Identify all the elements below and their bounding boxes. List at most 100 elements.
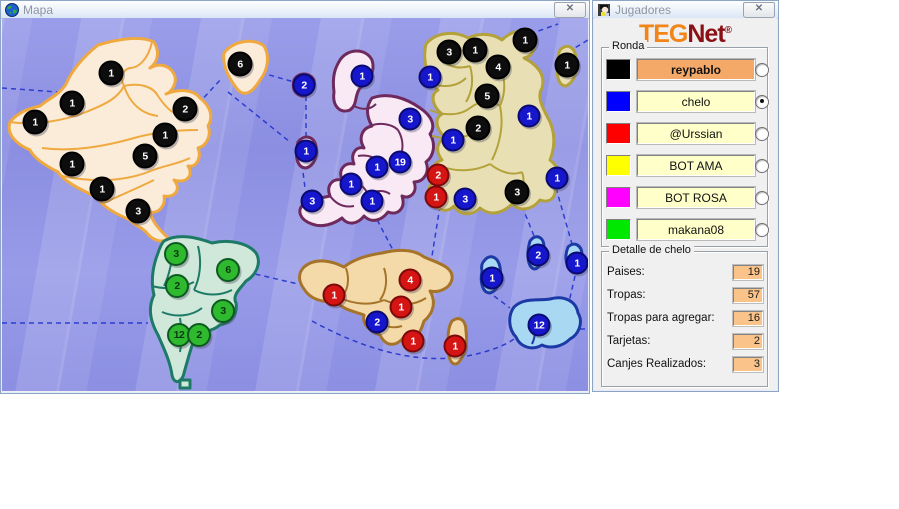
army-count-marker[interactable]: 3: [453, 187, 477, 211]
player-name-field: reypablo: [636, 58, 756, 81]
army-count-marker[interactable]: 2: [172, 96, 198, 122]
army-count-marker[interactable]: 1: [294, 139, 318, 163]
close-icon[interactable]: ✕: [743, 1, 775, 18]
army-count-marker[interactable]: 1: [401, 329, 425, 353]
player-color-swatch: [606, 155, 631, 176]
stat-label: Canjes Realizados:: [607, 358, 707, 370]
tegnet-logo: TEGNet®: [594, 20, 777, 49]
map-window-title: Mapa: [23, 2, 54, 17]
army-count-marker[interactable]: 1: [462, 37, 488, 63]
stat-value: 16: [732, 309, 764, 327]
player-name-field: BOT AMA: [636, 154, 756, 177]
army-count-marker[interactable]: 2: [365, 310, 389, 334]
army-count-marker[interactable]: 3: [398, 107, 422, 131]
army-count-marker[interactable]: 4: [485, 54, 511, 80]
army-count-marker[interactable]: 3: [164, 242, 188, 266]
army-count-marker[interactable]: 2: [465, 115, 491, 141]
player-radio[interactable]: [755, 62, 769, 77]
army-count-marker[interactable]: 1: [322, 283, 346, 307]
army-count-marker[interactable]: 1: [418, 65, 442, 89]
army-count-marker[interactable]: 1: [152, 122, 178, 148]
army-count-marker[interactable]: 2: [526, 243, 550, 267]
army-count-marker[interactable]: 1: [545, 166, 569, 190]
player-name-field: makana08: [636, 218, 756, 241]
stat-row: Tropas para agregar: 16: [607, 309, 764, 327]
stat-row: Paises: 19: [607, 263, 764, 281]
player-row: @Urssian: [606, 122, 769, 145]
army-count-marker[interactable]: 19: [388, 150, 412, 174]
army-count-marker[interactable]: 1: [365, 155, 389, 179]
player-radio[interactable]: [755, 94, 769, 109]
army-count-marker[interactable]: 1: [22, 109, 48, 135]
stat-row: Tarjetas: 2: [607, 332, 764, 350]
stat-value: 57: [732, 286, 764, 304]
army-count-marker[interactable]: 1: [512, 27, 538, 53]
globe-icon: [5, 2, 19, 17]
army-count-marker[interactable]: 1: [565, 251, 588, 275]
players-window-title: Jugadores: [615, 2, 672, 17]
stat-label: Tropas:: [607, 289, 646, 301]
ronda-groupbox: Ronda reypablo chelo @Urssian BOT AMA: [601, 40, 769, 247]
army-count-marker[interactable]: 6: [216, 258, 240, 282]
army-count-marker[interactable]: 1: [59, 151, 85, 177]
army-count-marker[interactable]: 12: [527, 313, 551, 337]
logo-net: Net: [687, 20, 725, 48]
army-count-marker[interactable]: 2: [292, 73, 316, 97]
army-count-marker[interactable]: 4: [398, 268, 422, 292]
player-row: reypablo: [606, 58, 769, 81]
army-count-marker[interactable]: 5: [474, 83, 500, 109]
army-count-marker[interactable]: 1: [424, 185, 448, 209]
players-window: Jugadores ✕ TEGNet® Ronda reypablo chelo…: [592, 0, 779, 392]
army-count-marker[interactable]: 5: [132, 143, 158, 169]
player-name-field: BOT ROSA: [636, 186, 756, 209]
player-color-swatch: [606, 59, 631, 80]
player-color-swatch: [606, 123, 631, 144]
player-color-swatch: [606, 91, 631, 112]
player-row: BOT AMA: [606, 154, 769, 177]
logo-registered-mark: ®: [724, 25, 733, 36]
stat-label: Paises:: [607, 266, 645, 278]
army-count-marker[interactable]: 1: [554, 52, 580, 78]
stat-value: 19: [732, 263, 764, 281]
stat-row: Canjes Realizados: 3: [607, 355, 764, 373]
detalle-groupbox: Detalle de chelo Paises: 19 Tropas: 57 T…: [601, 244, 768, 387]
army-count-marker[interactable]: 1: [89, 176, 115, 202]
army-count-marker[interactable]: 1: [98, 60, 124, 86]
continent-africa[interactable]: [298, 248, 468, 366]
army-count-marker[interactable]: 1: [339, 172, 363, 196]
army-count-marker[interactable]: 1: [443, 334, 467, 358]
army-count-marker[interactable]: 3: [504, 179, 530, 205]
ronda-label: Ronda: [609, 40, 648, 52]
players-body: TEGNet® Ronda reypablo chelo @Urssian B: [594, 18, 777, 389]
stat-label: Tropas para agregar:: [607, 312, 715, 324]
army-count-marker[interactable]: 3: [125, 198, 151, 224]
army-count-marker[interactable]: 1: [350, 64, 374, 88]
player-radio[interactable]: [755, 222, 769, 237]
army-count-marker[interactable]: 2: [426, 163, 450, 187]
army-count-marker[interactable]: 1: [389, 295, 413, 319]
map-titlebar[interactable]: Mapa ✕: [1, 1, 589, 19]
player-radio[interactable]: [755, 190, 769, 205]
army-count-marker[interactable]: 1: [360, 189, 384, 213]
army-count-marker[interactable]: 1: [480, 266, 504, 290]
player-name-field: chelo: [636, 90, 756, 113]
stat-value: 3: [732, 355, 764, 373]
stat-row: Tropas: 57: [607, 286, 764, 304]
stat-value: 2: [732, 332, 764, 350]
army-count-marker[interactable]: 2: [187, 323, 211, 347]
army-count-marker[interactable]: 3: [300, 189, 324, 213]
army-count-marker[interactable]: 2: [165, 274, 189, 298]
player-row: makana08: [606, 218, 769, 241]
army-count-marker[interactable]: 3: [211, 299, 235, 323]
players-titlebar[interactable]: Jugadores ✕: [593, 1, 778, 19]
army-count-marker[interactable]: 1: [59, 90, 85, 116]
close-icon[interactable]: ✕: [554, 1, 586, 18]
player-color-swatch: [606, 219, 631, 240]
army-count-marker[interactable]: 1: [441, 128, 465, 152]
army-count-marker[interactable]: 3: [436, 39, 462, 65]
player-radio[interactable]: [755, 158, 769, 173]
army-count-marker[interactable]: 1: [517, 104, 541, 128]
map-canvas[interactable]: 1 1 1 2 1 5 1 1 3 6 3 1 1 4 1 5 2 3 2 1 3 1 19 1 1 3 1 1 1 1 3 1 2 1 2 1 12 2…: [2, 18, 588, 391]
player-radio[interactable]: [755, 126, 769, 141]
army-count-marker[interactable]: 6: [227, 51, 253, 77]
